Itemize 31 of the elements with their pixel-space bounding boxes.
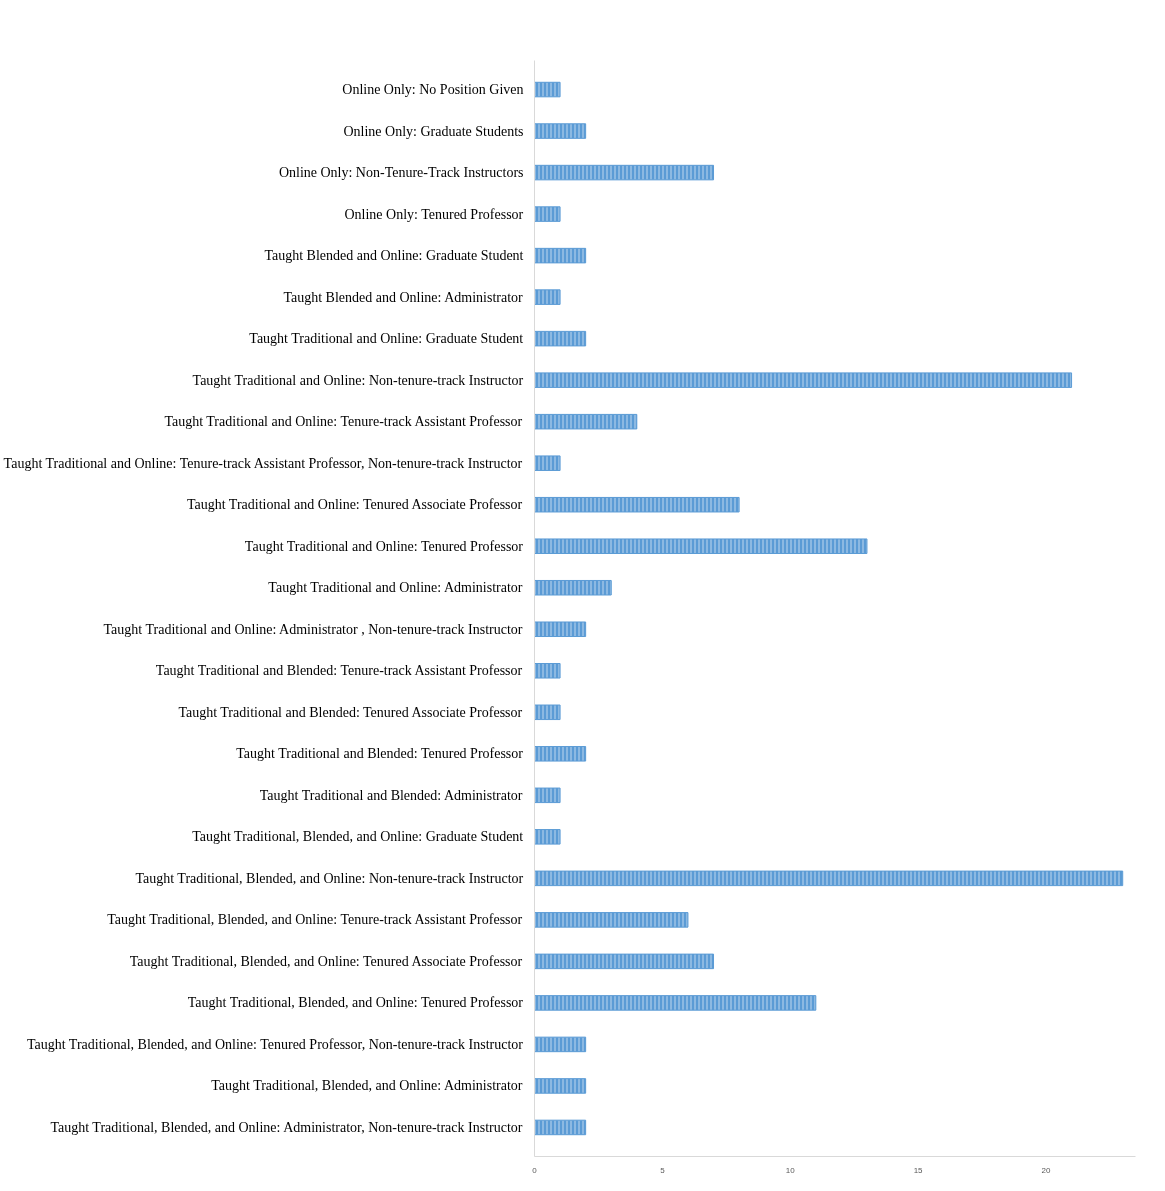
y-tick-label: Taught Blended and Online: Graduate Student [264,248,524,264]
y-tick-label: Online Only: No Position Given [342,82,524,98]
y-tick-label: Online Only: Tenured Professor [344,206,524,222]
y-tick-label: Online Only: Graduate Students [343,123,524,139]
y-tick-label: Taught Traditional, Blended, and Online: Non-tenure-track Instructor [135,870,524,886]
y-tick-label: Taught Traditional and Online: Tenure-track Assistant Professor, Non-tenure-track Instructor [3,455,523,471]
y-tick-label: Taught Traditional, Blended, and Online: Tenured Professor, Non-tenure-track Instructor [26,1036,524,1052]
x-tick-label: 5 [660,1165,666,1175]
y-tick-label: Taught Traditional and Online: Administrator [268,580,523,596]
x-tick-label: 15 [913,1165,924,1175]
x-tick-label: 0 [532,1165,538,1175]
y-tick-label: Taught Traditional, Blended, and Online: Tenure-track Assistant Professor [107,912,523,928]
y-tick-label: Taught Traditional and Online: Non-tenure-track Instructor [192,372,524,388]
y-tick-label: Taught Traditional, Blended, and Online: Administrator [211,1078,523,1094]
y-tick-label: Taught Traditional and Online: Tenure-track Assistant Professor [164,414,523,430]
y-tick-label: Taught Traditional, Blended, and Online: Graduate Student [192,829,524,845]
y-tick-label: Taught Traditional and Blended: Tenured Professor [236,746,524,762]
y-tick-label: Online Only: Non-Tenure-Track Instructors [278,165,524,181]
y-tick-label: Taught Traditional, Blended, and Online: Administrator, Non-tenure-track Instructor [50,1119,523,1135]
y-tick-label: Taught Traditional, Blended, and Online: Tenured Associate Professor [129,953,523,969]
y-tick-label: Taught Traditional and Online: Tenured Professor [244,538,524,554]
x-tick-label: 20 [1041,1165,1051,1175]
y-tick-label: Taught Blended and Online: Administrator [283,289,524,305]
y-tick-label: Taught Traditional and Blended: Tenured Associate Professor [178,704,523,720]
y-tick-label: Taught Traditional and Online: Graduate Student [249,331,524,347]
y-tick-label: Taught Traditional, Blended, and Online: Tenured Professor [187,995,524,1011]
y-tick-label: Taught Traditional and Blended: Administrator [259,787,523,803]
x-tick-label: 10 [785,1165,796,1175]
y-tick-label: Taught Traditional and Online: Administrator , Non-tenure-track Instructor [103,621,523,637]
y-tick-label: Taught Traditional and Blended: Tenure-track Assistant Professor [155,663,523,679]
y-tick-label: Taught Traditional and Online: Tenured Associate Professor [186,497,523,513]
